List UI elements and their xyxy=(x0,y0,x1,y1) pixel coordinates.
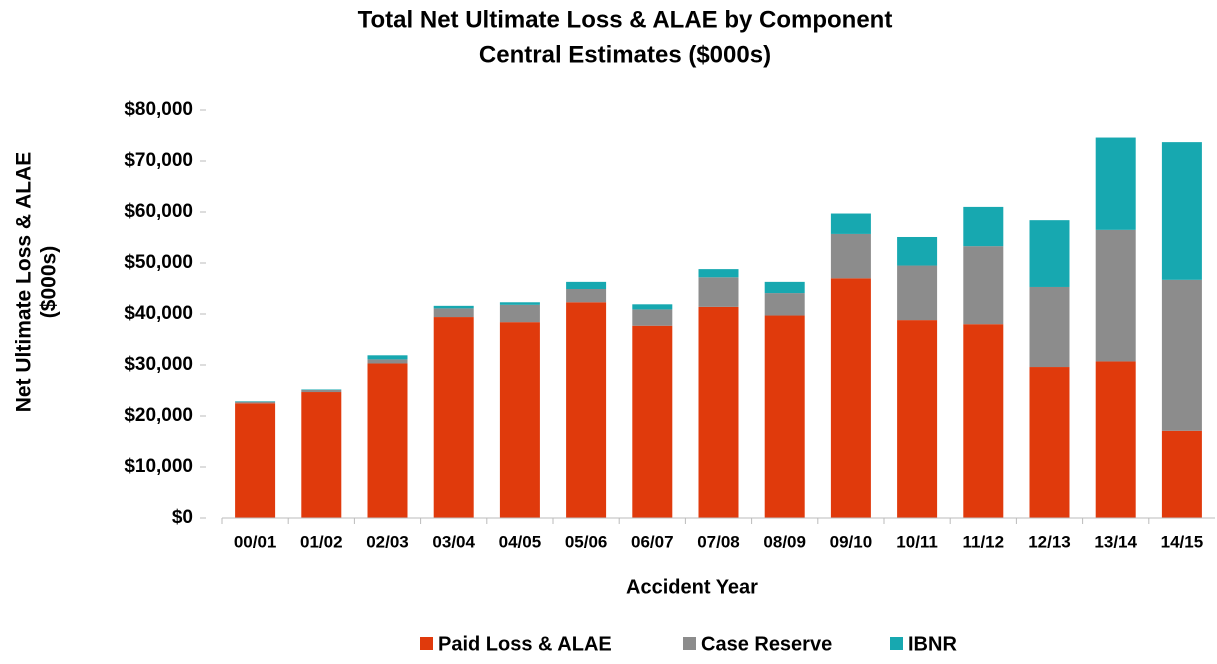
legend-swatch xyxy=(683,637,696,650)
bar-segment xyxy=(1161,142,1202,280)
legend-swatch xyxy=(420,637,433,650)
x-tick-label: 12/13 xyxy=(1028,532,1071,551)
bar-segment xyxy=(566,281,607,290)
bar-segment xyxy=(499,302,540,305)
x-tick-label: 07/08 xyxy=(697,532,740,551)
bar-segment xyxy=(1161,430,1202,518)
bar-segment xyxy=(301,389,342,390)
x-axis-label: Accident Year xyxy=(626,576,758,598)
bar-segment xyxy=(764,293,805,316)
bar-segment xyxy=(632,304,673,310)
y-tick-label: $0 xyxy=(172,507,193,528)
x-tick-label: 09/10 xyxy=(830,532,873,551)
bar-segment xyxy=(764,315,805,518)
bar-segment xyxy=(301,392,342,518)
bar-segment xyxy=(433,317,474,518)
bar-segment xyxy=(235,401,276,402)
x-tick-label: 04/05 xyxy=(499,532,542,551)
bar-segment xyxy=(632,309,673,326)
bar-segment xyxy=(830,213,871,234)
bar-segment xyxy=(698,269,739,278)
y-tick-label: $60,000 xyxy=(124,201,193,222)
bar-segment xyxy=(367,359,408,364)
bar-segment xyxy=(301,389,342,393)
bar-segment xyxy=(1095,361,1136,518)
y-tick-label: $70,000 xyxy=(124,150,193,171)
bar-segment xyxy=(897,236,938,266)
bar-segment xyxy=(499,304,540,323)
x-tick-label: 10/11 xyxy=(896,532,938,551)
bar-segment xyxy=(830,278,871,518)
bar-segment xyxy=(433,308,474,318)
chart-title: Central Estimates ($000s) xyxy=(479,41,771,68)
bar-segment xyxy=(499,322,540,518)
bar-segment xyxy=(897,320,938,518)
bar-segment xyxy=(632,325,673,518)
bar-segment xyxy=(433,305,474,309)
x-tick-label: 11/12 xyxy=(962,532,1004,551)
bar-segment xyxy=(1095,229,1136,362)
y-axis-label: ($000s) xyxy=(38,246,61,318)
bar-segment xyxy=(963,246,1004,325)
bar-segment xyxy=(367,355,408,360)
bar-segment xyxy=(566,302,607,518)
x-tick-label: 01/02 xyxy=(300,532,343,551)
bar-segment xyxy=(1029,220,1070,287)
legend-swatch xyxy=(890,637,903,650)
bar-segment xyxy=(698,277,739,307)
x-tick-label: 03/04 xyxy=(432,532,475,551)
legend-label: Paid Loss & ALAE xyxy=(438,633,612,655)
y-tick-label: $30,000 xyxy=(124,354,193,375)
y-tick-label: $50,000 xyxy=(124,252,193,273)
y-axis-label: Net Ultimate Loss & ALAE xyxy=(13,152,36,413)
x-tick-label: 02/03 xyxy=(366,532,409,551)
bar-segment xyxy=(963,324,1004,518)
bar-segment xyxy=(367,363,408,518)
bar-segment xyxy=(897,265,938,321)
bar-segment xyxy=(764,281,805,294)
x-tick-label: 13/14 xyxy=(1094,532,1137,551)
bar-segment xyxy=(1029,367,1070,518)
bar-segment xyxy=(963,206,1004,247)
bar-segment xyxy=(830,233,871,279)
bar-segment xyxy=(235,401,276,404)
x-tick-label: 00/01 xyxy=(234,532,277,551)
x-tick-label: 14/15 xyxy=(1161,532,1204,551)
legend-label: Case Reserve xyxy=(701,633,832,655)
y-tick-label: $20,000 xyxy=(124,405,193,426)
bar-segment xyxy=(1095,137,1136,230)
x-tick-label: 05/06 xyxy=(565,532,608,551)
bar-segment xyxy=(1161,279,1202,431)
bar-segment xyxy=(566,289,607,303)
x-tick-label: 08/09 xyxy=(763,532,806,551)
chart-title: Total Net Ultimate Loss & ALAE by Compon… xyxy=(358,6,893,33)
bar-segment xyxy=(1029,286,1070,368)
bar-segment xyxy=(235,403,276,518)
y-tick-label: $40,000 xyxy=(124,303,193,324)
x-tick-label: 06/07 xyxy=(631,532,674,551)
y-tick-label: $10,000 xyxy=(124,456,193,477)
y-tick-label: $80,000 xyxy=(124,99,193,120)
bar-segment xyxy=(698,306,739,518)
legend-label: IBNR xyxy=(908,633,957,655)
